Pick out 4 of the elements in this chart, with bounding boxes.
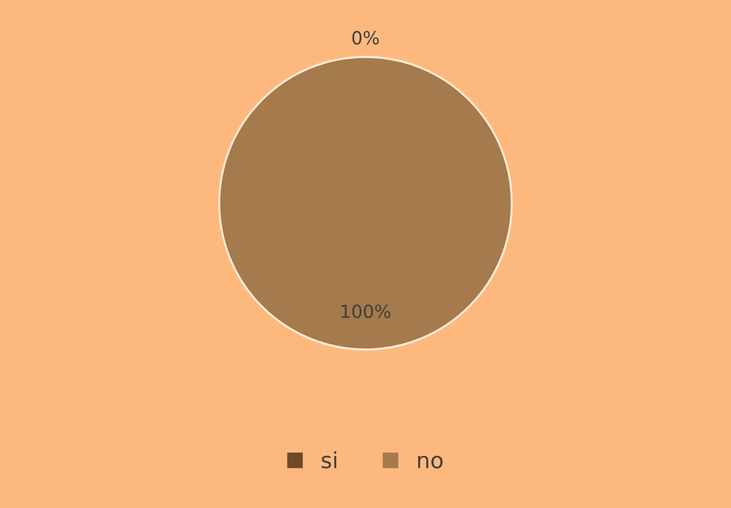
legend-label: no [418, 456, 443, 468]
text: 0% [352, 30, 379, 45]
data-label: 100% [342, 304, 390, 318]
legend-label: si [322, 451, 336, 468]
